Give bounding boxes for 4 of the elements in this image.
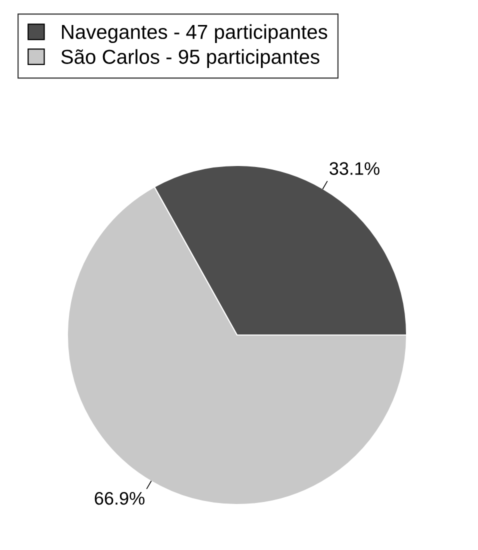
legend-label: Navegantes - 47 participantes (62, 24, 328, 44)
data-label: 33.1% (330, 162, 380, 175)
legend-label: São Carlos - 95 participantes (61, 49, 320, 68)
data-label: 66.9% (94, 492, 144, 505)
